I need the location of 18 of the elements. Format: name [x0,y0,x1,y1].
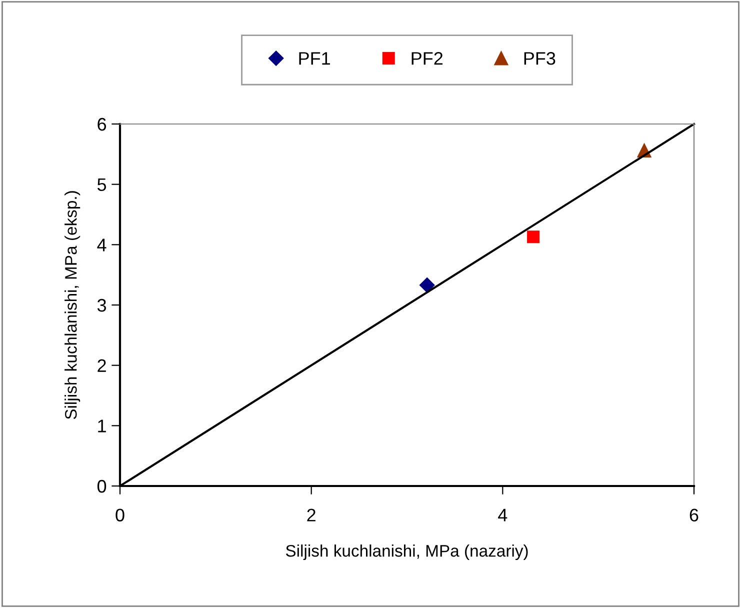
y-tick-label: 6 [98,118,106,131]
legend-label: PF2 [412,52,443,65]
y-tick-label: 1 [98,420,106,432]
legend-label: PF3 [524,52,556,65]
x-tick-label: 2 [307,508,316,522]
legend-label: PF1 [299,52,330,65]
x-tick-label: 0 [116,508,124,522]
y-tick-label: 3 [97,298,106,312]
y-tick-label: 5 [97,178,106,192]
y-tick-label: 4 [97,238,106,252]
x-tick-label: 6 [690,508,698,522]
point [420,278,435,293]
y-tick-label: 2 [98,359,106,372]
x-tick-label: 4 [498,508,508,522]
y-axis-title: Siljish kuchlanishi, MPa (eksp.) [64,191,80,420]
point [527,230,540,244]
x-axis-title: Siljish kuchlanishi, MPa (nazariy) [286,544,528,560]
y-tick-label: 0 [97,480,106,493]
